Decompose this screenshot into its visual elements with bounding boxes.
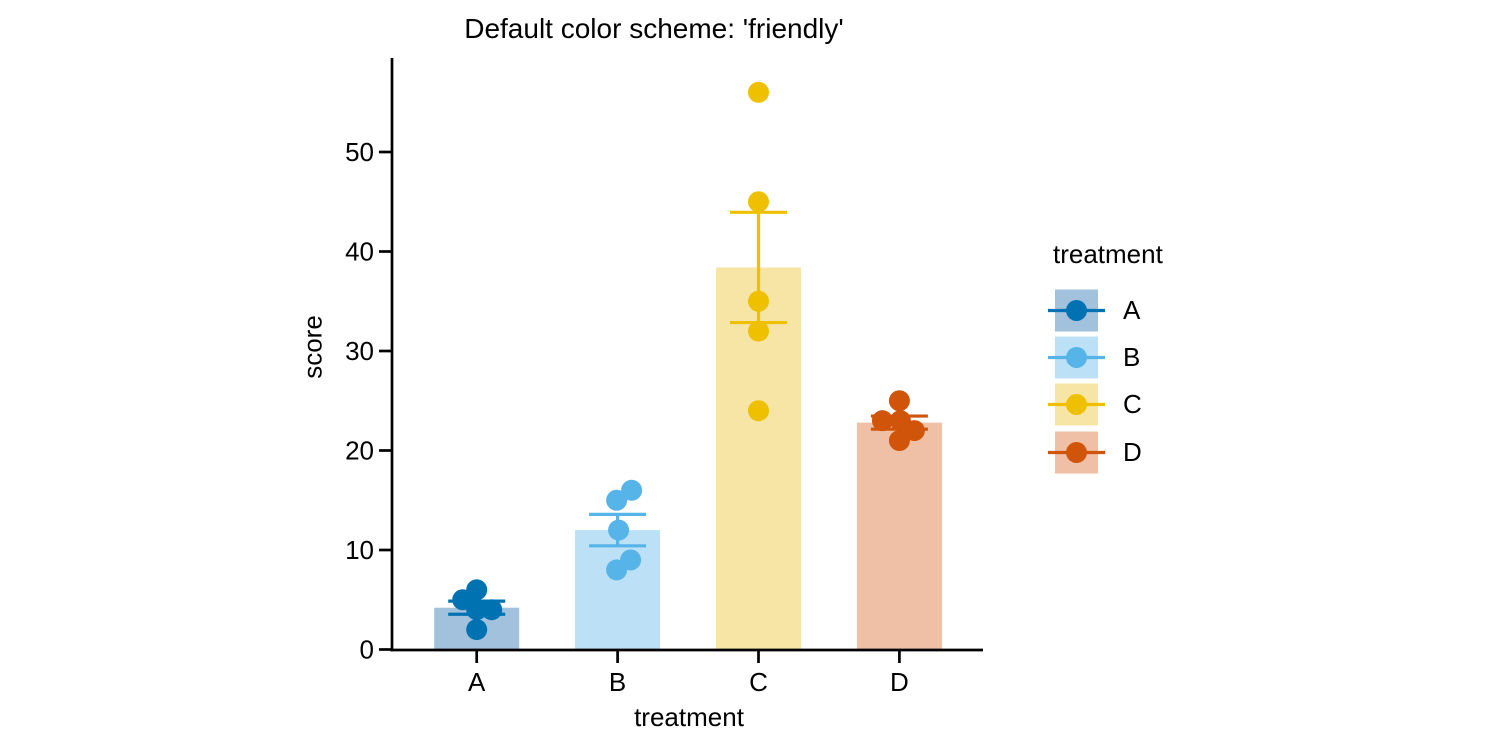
data-point-B	[608, 519, 630, 541]
data-point-B	[621, 479, 643, 501]
data-point-A	[466, 619, 488, 641]
y-tick-label: 30	[345, 336, 374, 366]
y-tick-label: 10	[345, 535, 374, 565]
x-axis-label: treatment	[634, 702, 744, 732]
data-point-A	[466, 599, 488, 621]
x-tick-label: C	[749, 667, 768, 697]
x-tick-label: A	[468, 667, 486, 697]
bar-D	[856, 422, 942, 650]
chart-title: Default color scheme: 'friendly'	[464, 13, 844, 44]
data-point-D	[903, 420, 925, 442]
data-point-B	[606, 559, 628, 581]
y-tick-label: 50	[345, 137, 374, 167]
data-point-C	[748, 290, 769, 312]
data-point-B	[606, 489, 628, 511]
x-tick-label: D	[890, 667, 909, 697]
data-point-A	[481, 599, 503, 621]
data-point-C	[748, 320, 769, 342]
data-point-C	[748, 400, 769, 422]
y-axis-label: score	[297, 315, 328, 379]
y-tick-label: 40	[345, 237, 374, 267]
data-point-D	[888, 390, 910, 412]
x-tick-label: B	[609, 667, 626, 697]
y-tick-label: 0	[360, 635, 374, 665]
data-point-C	[748, 191, 769, 213]
data-point-D	[888, 430, 910, 452]
data-point-D	[871, 410, 893, 432]
data-point-C	[748, 81, 769, 103]
bar-B	[575, 530, 661, 650]
y-tick-label: 20	[345, 436, 374, 466]
